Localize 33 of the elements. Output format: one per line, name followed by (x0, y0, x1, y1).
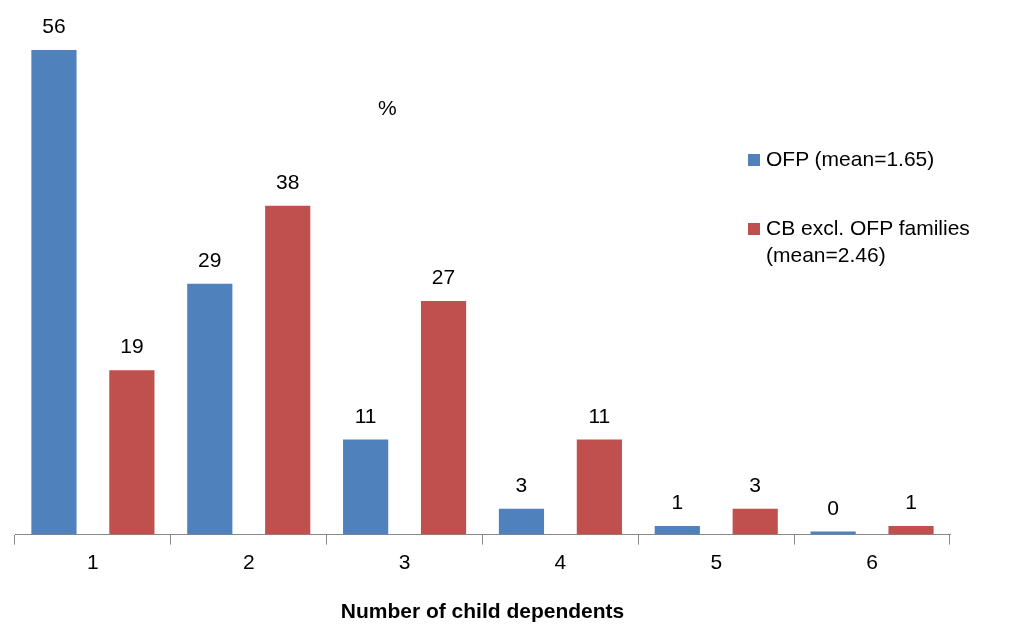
data-label: 11 (588, 403, 611, 427)
x-tick-label: 3 (398, 550, 411, 573)
x-tick-label: 6 (866, 550, 878, 573)
legend-label: CB excl. OFP families (mean=2.46) (766, 215, 971, 268)
x-tick-label: 5 (710, 550, 723, 573)
data-label: 1 (905, 490, 917, 514)
bar (343, 439, 389, 535)
bar (888, 525, 934, 535)
data-label: 38 (276, 170, 300, 194)
bar (265, 205, 311, 535)
x-tick-label: 1 (87, 550, 99, 573)
data-label: 3 (749, 472, 762, 496)
data-label: 11 (354, 403, 377, 427)
data-label: 56 (42, 14, 66, 38)
bar (654, 525, 700, 535)
data-label: 3 (515, 472, 528, 496)
x-tick-label: 2 (242, 550, 255, 573)
bar (187, 283, 233, 535)
data-label: 19 (120, 334, 144, 358)
bar (109, 370, 155, 535)
x-tick-label: 4 (554, 550, 567, 573)
x-axis-title: Number of child dependents (340, 599, 625, 623)
bar (576, 439, 622, 535)
data-label: 1 (671, 490, 684, 514)
bar (498, 508, 545, 535)
bar (31, 50, 77, 535)
bar (732, 508, 778, 535)
legend-label: OFP (mean=1.65) (766, 146, 935, 172)
bar (420, 300, 467, 535)
data-label: 27 (431, 265, 456, 289)
annotation: % (378, 96, 397, 120)
data-label: 29 (198, 247, 222, 271)
data-label: 0 (827, 495, 839, 519)
